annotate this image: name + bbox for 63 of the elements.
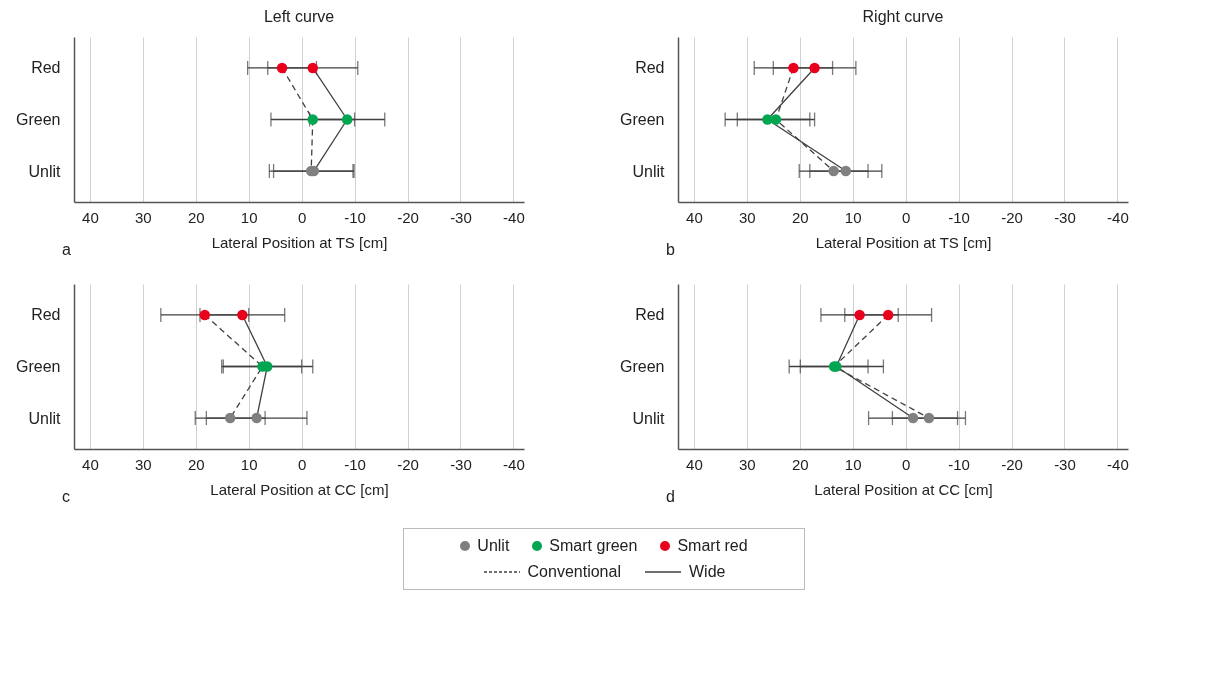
y-tick-label: Red (31, 59, 61, 77)
x-tick-label: 0 (297, 455, 307, 473)
x-tick-label: -40 (503, 455, 525, 473)
x-tick-label: 20 (187, 455, 205, 473)
y-tick-label: Unlit (632, 409, 666, 427)
x-tick-label: -30 (450, 455, 472, 473)
x-tick-label: 20 (187, 208, 205, 226)
x-tick-label: -30 (450, 208, 472, 226)
y-tick-label: Unlit (632, 162, 666, 180)
x-tick-label: 0 (297, 208, 307, 226)
y-tick-label: Green (16, 111, 61, 128)
x-tick-label: 30 (134, 455, 152, 473)
x-tick-label: 30 (738, 208, 756, 226)
y-tick-label: Green (620, 358, 665, 375)
x-axis-title: Lateral Position at TS [cm] (815, 233, 992, 251)
x-tick-label: -20 (1001, 455, 1023, 473)
y-tick-label: Unlit (28, 162, 62, 180)
x-tick-label: -10 (344, 208, 366, 226)
x-tick-label: 40 (82, 208, 99, 226)
y-tick-label: Unlit (28, 409, 62, 427)
x-tick-label: 20 (791, 455, 809, 473)
x-tick-label: 40 (686, 455, 703, 473)
x-tick-label: 0 (901, 208, 911, 226)
x-tick-label: 10 (844, 455, 862, 473)
y-tick-label: Red (635, 59, 665, 77)
category-label: Smart red (677, 537, 748, 555)
legend-label: Conventional (527, 563, 621, 581)
text: d (666, 488, 675, 505)
chart-title: Left curve (263, 8, 335, 25)
x-tick-label: -10 (948, 455, 970, 473)
category-label: Unlit (477, 537, 510, 555)
chart-title: Right curve (862, 8, 944, 25)
x-axis-title: Lateral Position at TS [cm] (211, 233, 388, 251)
y-tick-label: Red (635, 306, 665, 324)
x-tick-label: 30 (134, 208, 152, 226)
x-tick-label: -30 (1054, 208, 1076, 226)
text: c (62, 488, 70, 505)
x-tick-label: 10 (240, 208, 258, 226)
x-tick-label: -30 (1054, 455, 1076, 473)
x-tick-label: -10 (344, 455, 366, 473)
x-tick-label: -40 (1107, 455, 1129, 473)
x-tick-label: -10 (948, 208, 970, 226)
category-label: Smart green (549, 537, 638, 555)
x-tick-label: -20 (397, 208, 419, 226)
x-tick-label: 10 (240, 455, 258, 473)
x-tick-label: 40 (686, 208, 703, 226)
y-tick-label: Red (31, 306, 61, 324)
x-tick-label: 40 (82, 455, 99, 473)
x-tick-label: 30 (738, 455, 756, 473)
x-tick-label: -40 (503, 208, 525, 226)
x-tick-label: -40 (1107, 208, 1129, 226)
x-tick-label: 20 (791, 208, 809, 226)
y-tick-label: Green (620, 111, 665, 128)
legend-label: Wide (688, 563, 726, 581)
x-tick-label: -20 (397, 455, 419, 473)
text: a (62, 241, 71, 258)
text: b (666, 241, 675, 258)
x-tick-label: -20 (1001, 208, 1023, 226)
x-axis-title: Lateral Position at CC [cm] (814, 480, 993, 498)
x-tick-label: 0 (901, 455, 911, 473)
x-axis-title: Lateral Position at CC [cm] (210, 480, 389, 498)
x-tick-label: 10 (844, 208, 862, 226)
y-tick-label: Green (16, 358, 61, 375)
